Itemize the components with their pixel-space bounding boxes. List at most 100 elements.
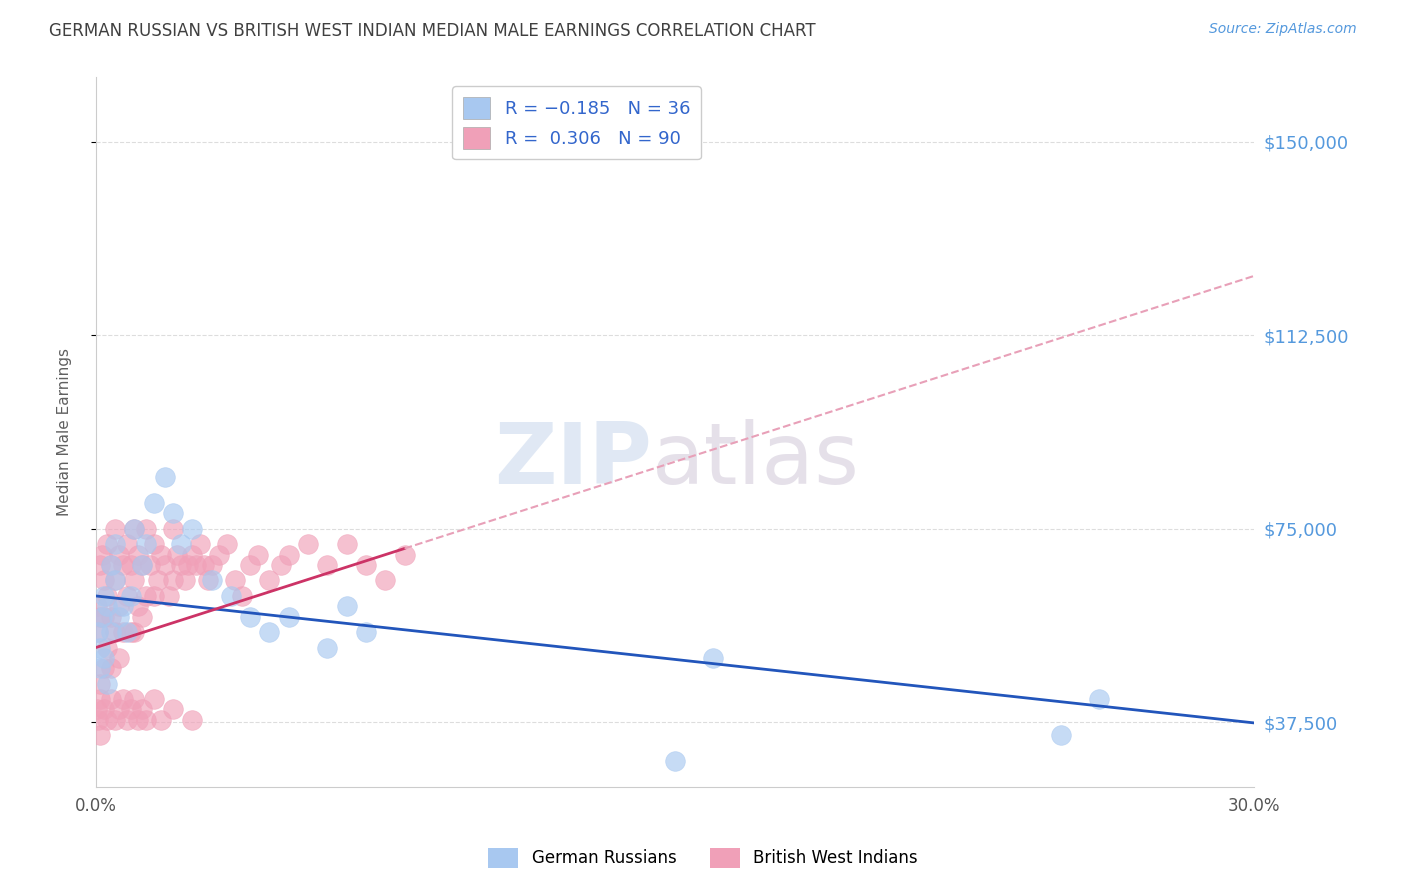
- Point: [90, 548, 112, 562]
- Point: [188, 537, 211, 551]
- Point: [108, 651, 131, 665]
- Point: [124, 625, 146, 640]
- Point: [93, 609, 115, 624]
- Point: [120, 558, 142, 572]
- Point: [104, 574, 127, 588]
- Point: [162, 574, 184, 588]
- Point: [89, 640, 111, 655]
- Point: [131, 609, 153, 624]
- Point: [127, 713, 149, 727]
- Point: [87, 625, 110, 640]
- Point: [170, 558, 193, 572]
- Point: [224, 574, 246, 588]
- Point: [135, 522, 157, 536]
- Point: [702, 651, 724, 665]
- Point: [215, 537, 238, 551]
- Point: [150, 548, 173, 562]
- Point: [93, 702, 115, 716]
- Point: [86, 599, 108, 614]
- Point: [100, 692, 122, 706]
- Point: [162, 507, 184, 521]
- Point: [100, 558, 122, 572]
- Text: GERMAN RUSSIAN VS BRITISH WEST INDIAN MEDIAN MALE EARNINGS CORRELATION CHART: GERMAN RUSSIAN VS BRITISH WEST INDIAN ME…: [49, 22, 815, 40]
- Point: [336, 537, 359, 551]
- Point: [336, 599, 359, 614]
- Point: [259, 574, 281, 588]
- Point: [259, 625, 281, 640]
- Point: [219, 589, 242, 603]
- Point: [127, 599, 149, 614]
- Point: [208, 548, 231, 562]
- Point: [100, 558, 122, 572]
- Point: [104, 537, 127, 551]
- Point: [354, 558, 377, 572]
- Point: [96, 589, 118, 603]
- Point: [181, 713, 204, 727]
- Point: [200, 558, 222, 572]
- Point: [93, 651, 115, 665]
- Point: [104, 522, 127, 536]
- Point: [146, 574, 169, 588]
- Point: [197, 574, 219, 588]
- Point: [96, 713, 118, 727]
- Point: [374, 574, 396, 588]
- Point: [111, 692, 134, 706]
- Point: [96, 640, 118, 655]
- Point: [162, 702, 184, 716]
- Point: [354, 625, 377, 640]
- Point: [89, 661, 111, 675]
- Point: [86, 702, 108, 716]
- Point: [104, 713, 127, 727]
- Point: [127, 548, 149, 562]
- Point: [142, 537, 165, 551]
- Point: [100, 661, 122, 675]
- Point: [111, 558, 134, 572]
- Point: [231, 589, 253, 603]
- Point: [394, 548, 416, 562]
- Point: [115, 589, 138, 603]
- Point: [170, 537, 193, 551]
- Point: [89, 692, 111, 706]
- Point: [124, 692, 146, 706]
- Point: [157, 589, 180, 603]
- Point: [155, 558, 177, 572]
- Point: [135, 713, 157, 727]
- Point: [139, 558, 162, 572]
- Point: [131, 558, 153, 572]
- Point: [100, 609, 122, 624]
- Point: [90, 609, 112, 624]
- Legend: German Russians, British West Indians: German Russians, British West Indians: [482, 841, 924, 875]
- Point: [124, 522, 146, 536]
- Point: [100, 625, 122, 640]
- Point: [277, 609, 299, 624]
- Point: [181, 522, 204, 536]
- Point: [93, 589, 115, 603]
- Point: [89, 558, 111, 572]
- Point: [1088, 692, 1111, 706]
- Point: [131, 558, 153, 572]
- Point: [173, 574, 195, 588]
- Text: Source: ZipAtlas.com: Source: ZipAtlas.com: [1209, 22, 1357, 37]
- Y-axis label: Median Male Earnings: Median Male Earnings: [58, 348, 72, 516]
- Point: [120, 625, 142, 640]
- Point: [135, 589, 157, 603]
- Point: [87, 625, 110, 640]
- Point: [155, 470, 177, 484]
- Point: [1049, 728, 1071, 742]
- Point: [142, 692, 165, 706]
- Point: [664, 754, 686, 768]
- Point: [96, 537, 118, 551]
- Legend: R = −0.185   N = 36, R =  0.306   N = 90: R = −0.185 N = 36, R = 0.306 N = 90: [453, 87, 700, 160]
- Point: [96, 599, 118, 614]
- Point: [120, 702, 142, 716]
- Point: [150, 713, 173, 727]
- Point: [108, 548, 131, 562]
- Point: [124, 522, 146, 536]
- Point: [184, 558, 207, 572]
- Point: [142, 496, 165, 510]
- Point: [115, 537, 138, 551]
- Point: [87, 713, 110, 727]
- Point: [270, 558, 292, 572]
- Point: [96, 676, 118, 690]
- Point: [89, 728, 111, 742]
